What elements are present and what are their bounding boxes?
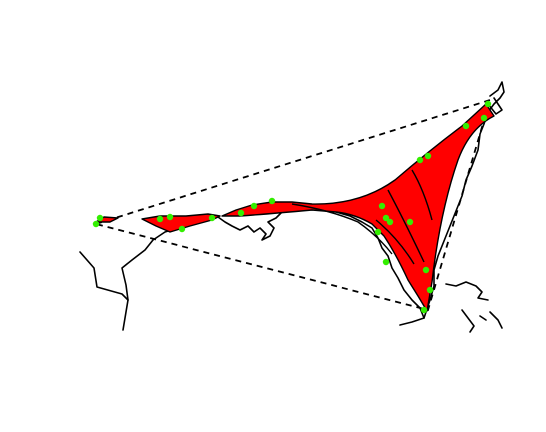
coastline-northeast (487, 97, 503, 115)
occurrence-point (406, 218, 414, 226)
occurrence-point (268, 197, 276, 205)
occurrence-point (178, 225, 186, 233)
occurrence-point (462, 122, 470, 130)
occurrence-point (424, 152, 432, 160)
occurrence-point (386, 218, 394, 226)
occurrence-point (208, 214, 216, 222)
occurrence-point (96, 214, 104, 222)
occurrence-point (92, 220, 100, 228)
occurrence-point (378, 202, 386, 210)
alpha-shape-main-body (221, 103, 495, 312)
occurrence-point (422, 266, 430, 274)
occurrence-point (382, 214, 390, 222)
occurrence-point (374, 228, 382, 236)
occurrence-point (237, 209, 245, 217)
coastline-texas (79, 251, 129, 331)
convex-hull (92, 98, 492, 312)
occurrence-point (382, 258, 390, 266)
occurrence-point (156, 215, 164, 223)
coastline-louisiana (217, 211, 283, 241)
occurrence-points (92, 100, 492, 314)
occurrence-point (166, 213, 174, 221)
occurrence-point (426, 286, 434, 294)
coastline-bahamas (461, 309, 503, 333)
occurrence-point (250, 202, 258, 210)
occurrence-point (484, 100, 492, 108)
coastline-atlantic (423, 81, 505, 319)
occurrence-point (416, 156, 424, 164)
occurrence-point (480, 114, 488, 122)
coastline-cuba (445, 281, 489, 301)
occurrence-point (420, 306, 428, 314)
alpha-shape-inner-ridge (291, 169, 433, 265)
